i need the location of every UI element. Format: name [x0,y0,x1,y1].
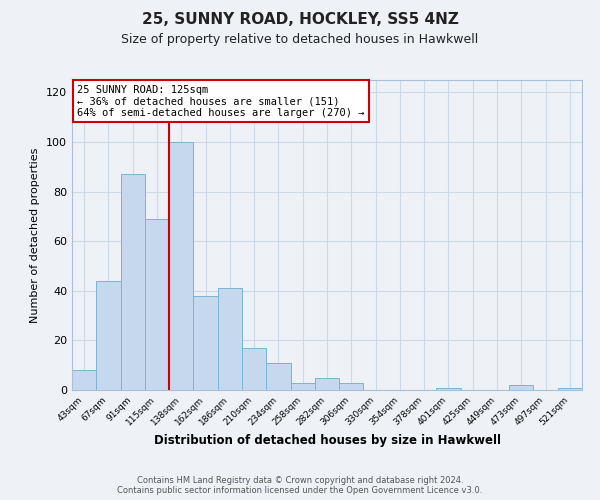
Bar [290,382,315,390]
Bar [509,385,533,390]
Bar [315,378,339,390]
Text: 25 SUNNY ROAD: 125sqm
← 36% of detached houses are smaller (151)
64% of semi-det: 25 SUNNY ROAD: 125sqm ← 36% of detached … [77,84,365,118]
X-axis label: Distribution of detached houses by size in Hawkwell: Distribution of detached houses by size … [154,434,500,447]
Bar [96,281,121,390]
Bar [218,288,242,390]
Bar [193,296,218,390]
Bar [169,142,193,390]
Bar [242,348,266,390]
Bar [339,382,364,390]
Text: 25, SUNNY ROAD, HOCKLEY, SS5 4NZ: 25, SUNNY ROAD, HOCKLEY, SS5 4NZ [142,12,458,28]
Bar [436,388,461,390]
Text: Size of property relative to detached houses in Hawkwell: Size of property relative to detached ho… [121,32,479,46]
Bar [145,219,169,390]
Bar [558,388,582,390]
Y-axis label: Number of detached properties: Number of detached properties [31,148,40,322]
Text: Contains HM Land Registry data © Crown copyright and database right 2024.
Contai: Contains HM Land Registry data © Crown c… [118,476,482,495]
Bar [72,370,96,390]
Bar [266,362,290,390]
Bar [121,174,145,390]
